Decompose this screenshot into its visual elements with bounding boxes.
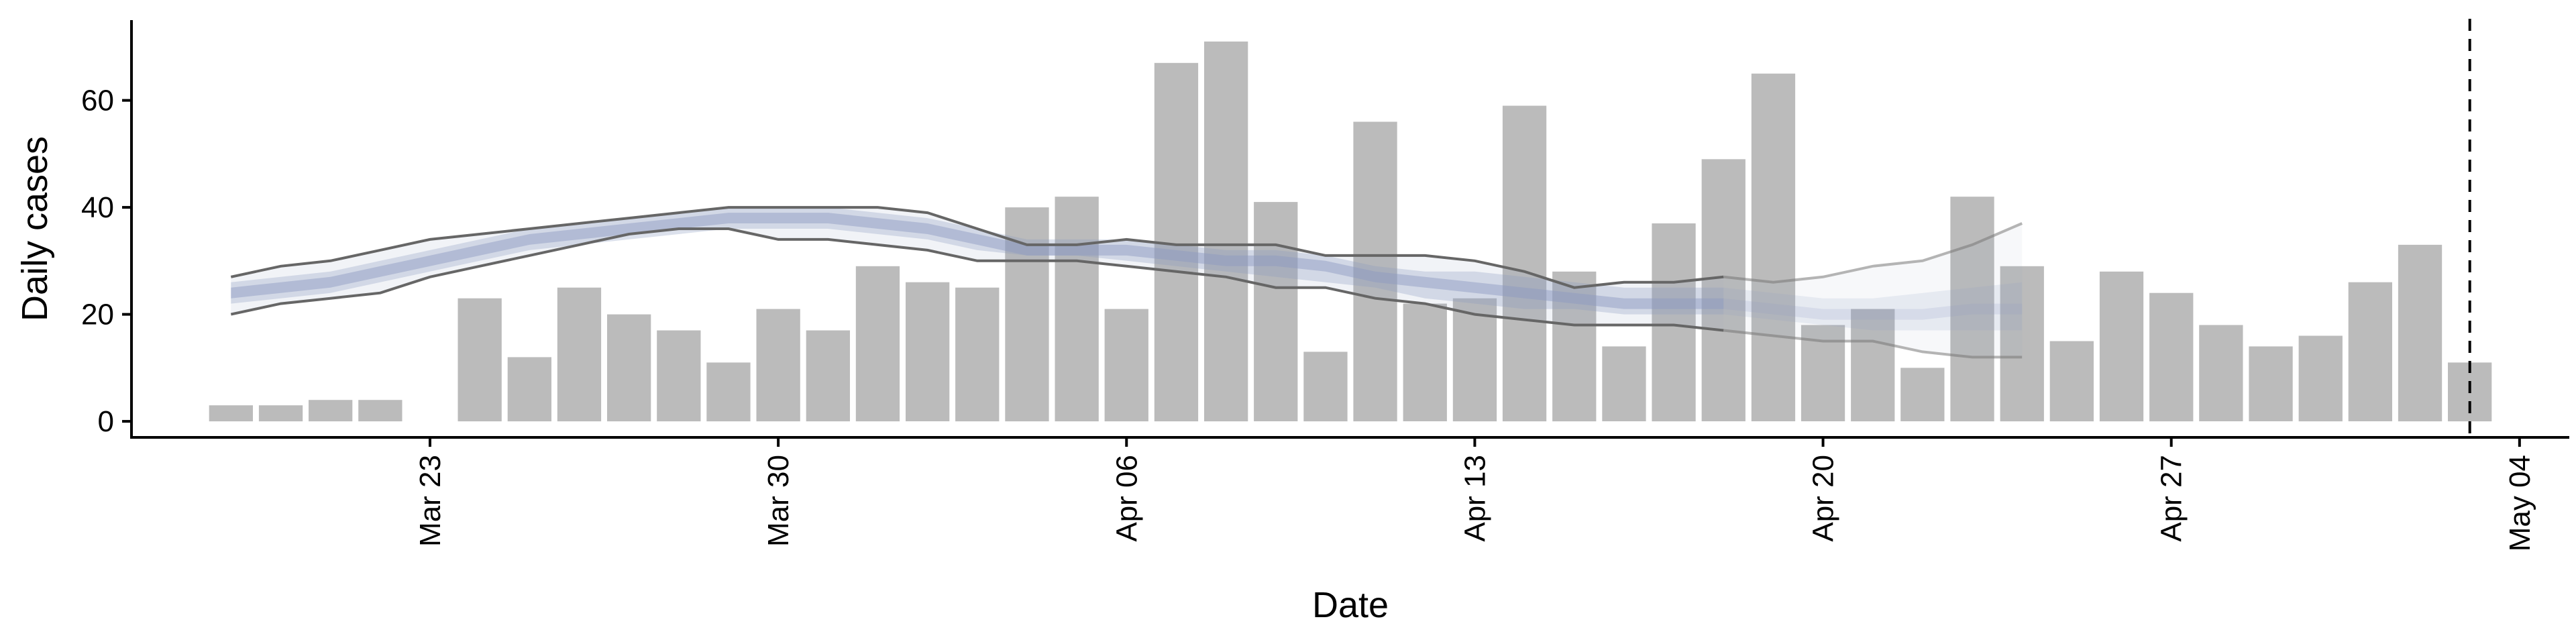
y-tick-label: 20 bbox=[81, 299, 114, 331]
x-ticks: Mar 23 Mar 30 Apr 06 Apr 13 Apr 20 Apr 27 May … bbox=[414, 437, 2536, 551]
bar bbox=[2348, 282, 2392, 421]
bar bbox=[507, 357, 551, 422]
lower-bound-line bbox=[230, 227, 1724, 332]
bar bbox=[1104, 309, 1148, 422]
bar bbox=[1303, 352, 1348, 422]
bars bbox=[209, 41, 2492, 422]
outer-band-forecast bbox=[1723, 223, 2023, 358]
bar bbox=[1055, 197, 1099, 422]
bar bbox=[657, 330, 701, 422]
x-axis-label: Date bbox=[1312, 585, 1389, 625]
y-tick-label: 40 bbox=[81, 191, 114, 224]
median-band-forecast bbox=[1723, 298, 2023, 320]
bar bbox=[309, 400, 353, 422]
bar bbox=[2049, 341, 2094, 422]
bar bbox=[2000, 266, 2044, 422]
inner-band bbox=[231, 207, 1724, 315]
y-tick-label: 60 bbox=[81, 85, 114, 117]
bar bbox=[1602, 346, 1646, 421]
bar bbox=[2149, 292, 2194, 422]
bar bbox=[1403, 303, 1447, 421]
upper-bound-line bbox=[230, 206, 1724, 289]
bar bbox=[1254, 202, 1298, 421]
inner-band-forecast bbox=[1723, 282, 2023, 331]
estimate-bands-observed bbox=[230, 206, 1724, 332]
bar bbox=[1900, 368, 1945, 421]
bar bbox=[209, 405, 253, 422]
bar bbox=[1204, 41, 1248, 422]
bar bbox=[906, 282, 950, 421]
bar bbox=[955, 287, 1000, 422]
bar bbox=[258, 405, 303, 422]
bar bbox=[1851, 309, 1895, 422]
bar bbox=[855, 266, 900, 422]
bar bbox=[1353, 121, 1397, 422]
bar bbox=[1005, 207, 1049, 422]
forecast-bands bbox=[1723, 222, 2023, 359]
upper-bound-line-forecast bbox=[1723, 222, 2023, 284]
bar bbox=[607, 314, 651, 422]
x-tick-label: Apr 20 bbox=[1807, 455, 1840, 542]
y-ticks: 0 20 40 60 bbox=[81, 85, 131, 438]
bar bbox=[1502, 105, 1547, 422]
bar bbox=[2199, 325, 2243, 421]
bar bbox=[706, 362, 751, 422]
bar bbox=[2249, 346, 2293, 421]
x-tick-label: Apr 13 bbox=[1458, 455, 1491, 542]
bar bbox=[2298, 335, 2343, 422]
bar bbox=[2398, 244, 2443, 422]
bar bbox=[358, 400, 402, 422]
y-tick-label: 0 bbox=[98, 405, 114, 438]
x-tick-label: Apr 27 bbox=[2155, 455, 2188, 542]
plot-area bbox=[209, 19, 2492, 437]
x-tick-label: Mar 30 bbox=[762, 455, 795, 547]
bar bbox=[806, 330, 850, 422]
median-band bbox=[231, 213, 1724, 309]
bar bbox=[1701, 159, 1746, 422]
x-tick-label: Apr 06 bbox=[1110, 455, 1143, 542]
bar bbox=[1452, 298, 1497, 422]
estimate-bands bbox=[230, 206, 2023, 359]
x-tick-label: Mar 23 bbox=[414, 455, 447, 547]
bar bbox=[1652, 223, 1696, 422]
bar bbox=[756, 309, 800, 422]
bar bbox=[1552, 271, 1597, 422]
bar bbox=[557, 287, 602, 422]
lower-bound-line-forecast bbox=[1723, 329, 2023, 359]
bar bbox=[2099, 271, 2144, 422]
x-tick-label: May 04 bbox=[2504, 455, 2536, 551]
bar bbox=[1751, 73, 1796, 421]
bar bbox=[458, 298, 502, 422]
y-axis-label: Daily cases bbox=[15, 136, 55, 321]
axes: 0 20 40 60 Mar 23 Mar 30 Apr 06 Apr 13 Apr 20 Ap… bbox=[15, 20, 2569, 625]
bar bbox=[1950, 197, 1994, 422]
